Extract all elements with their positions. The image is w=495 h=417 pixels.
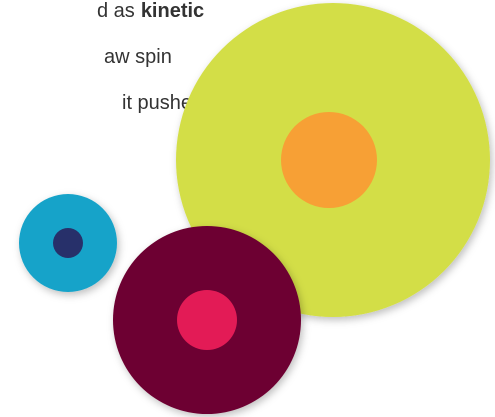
navy-dot	[53, 228, 83, 258]
pink-dot	[177, 290, 237, 350]
text-line: d as kinetic	[97, 0, 204, 22]
bold-text: kinetic	[141, 0, 204, 22]
text-line: it pushes	[122, 92, 202, 114]
text-line: aw spin	[104, 46, 172, 68]
orange-dot	[281, 112, 377, 208]
plain-text: d as	[97, 0, 135, 22]
